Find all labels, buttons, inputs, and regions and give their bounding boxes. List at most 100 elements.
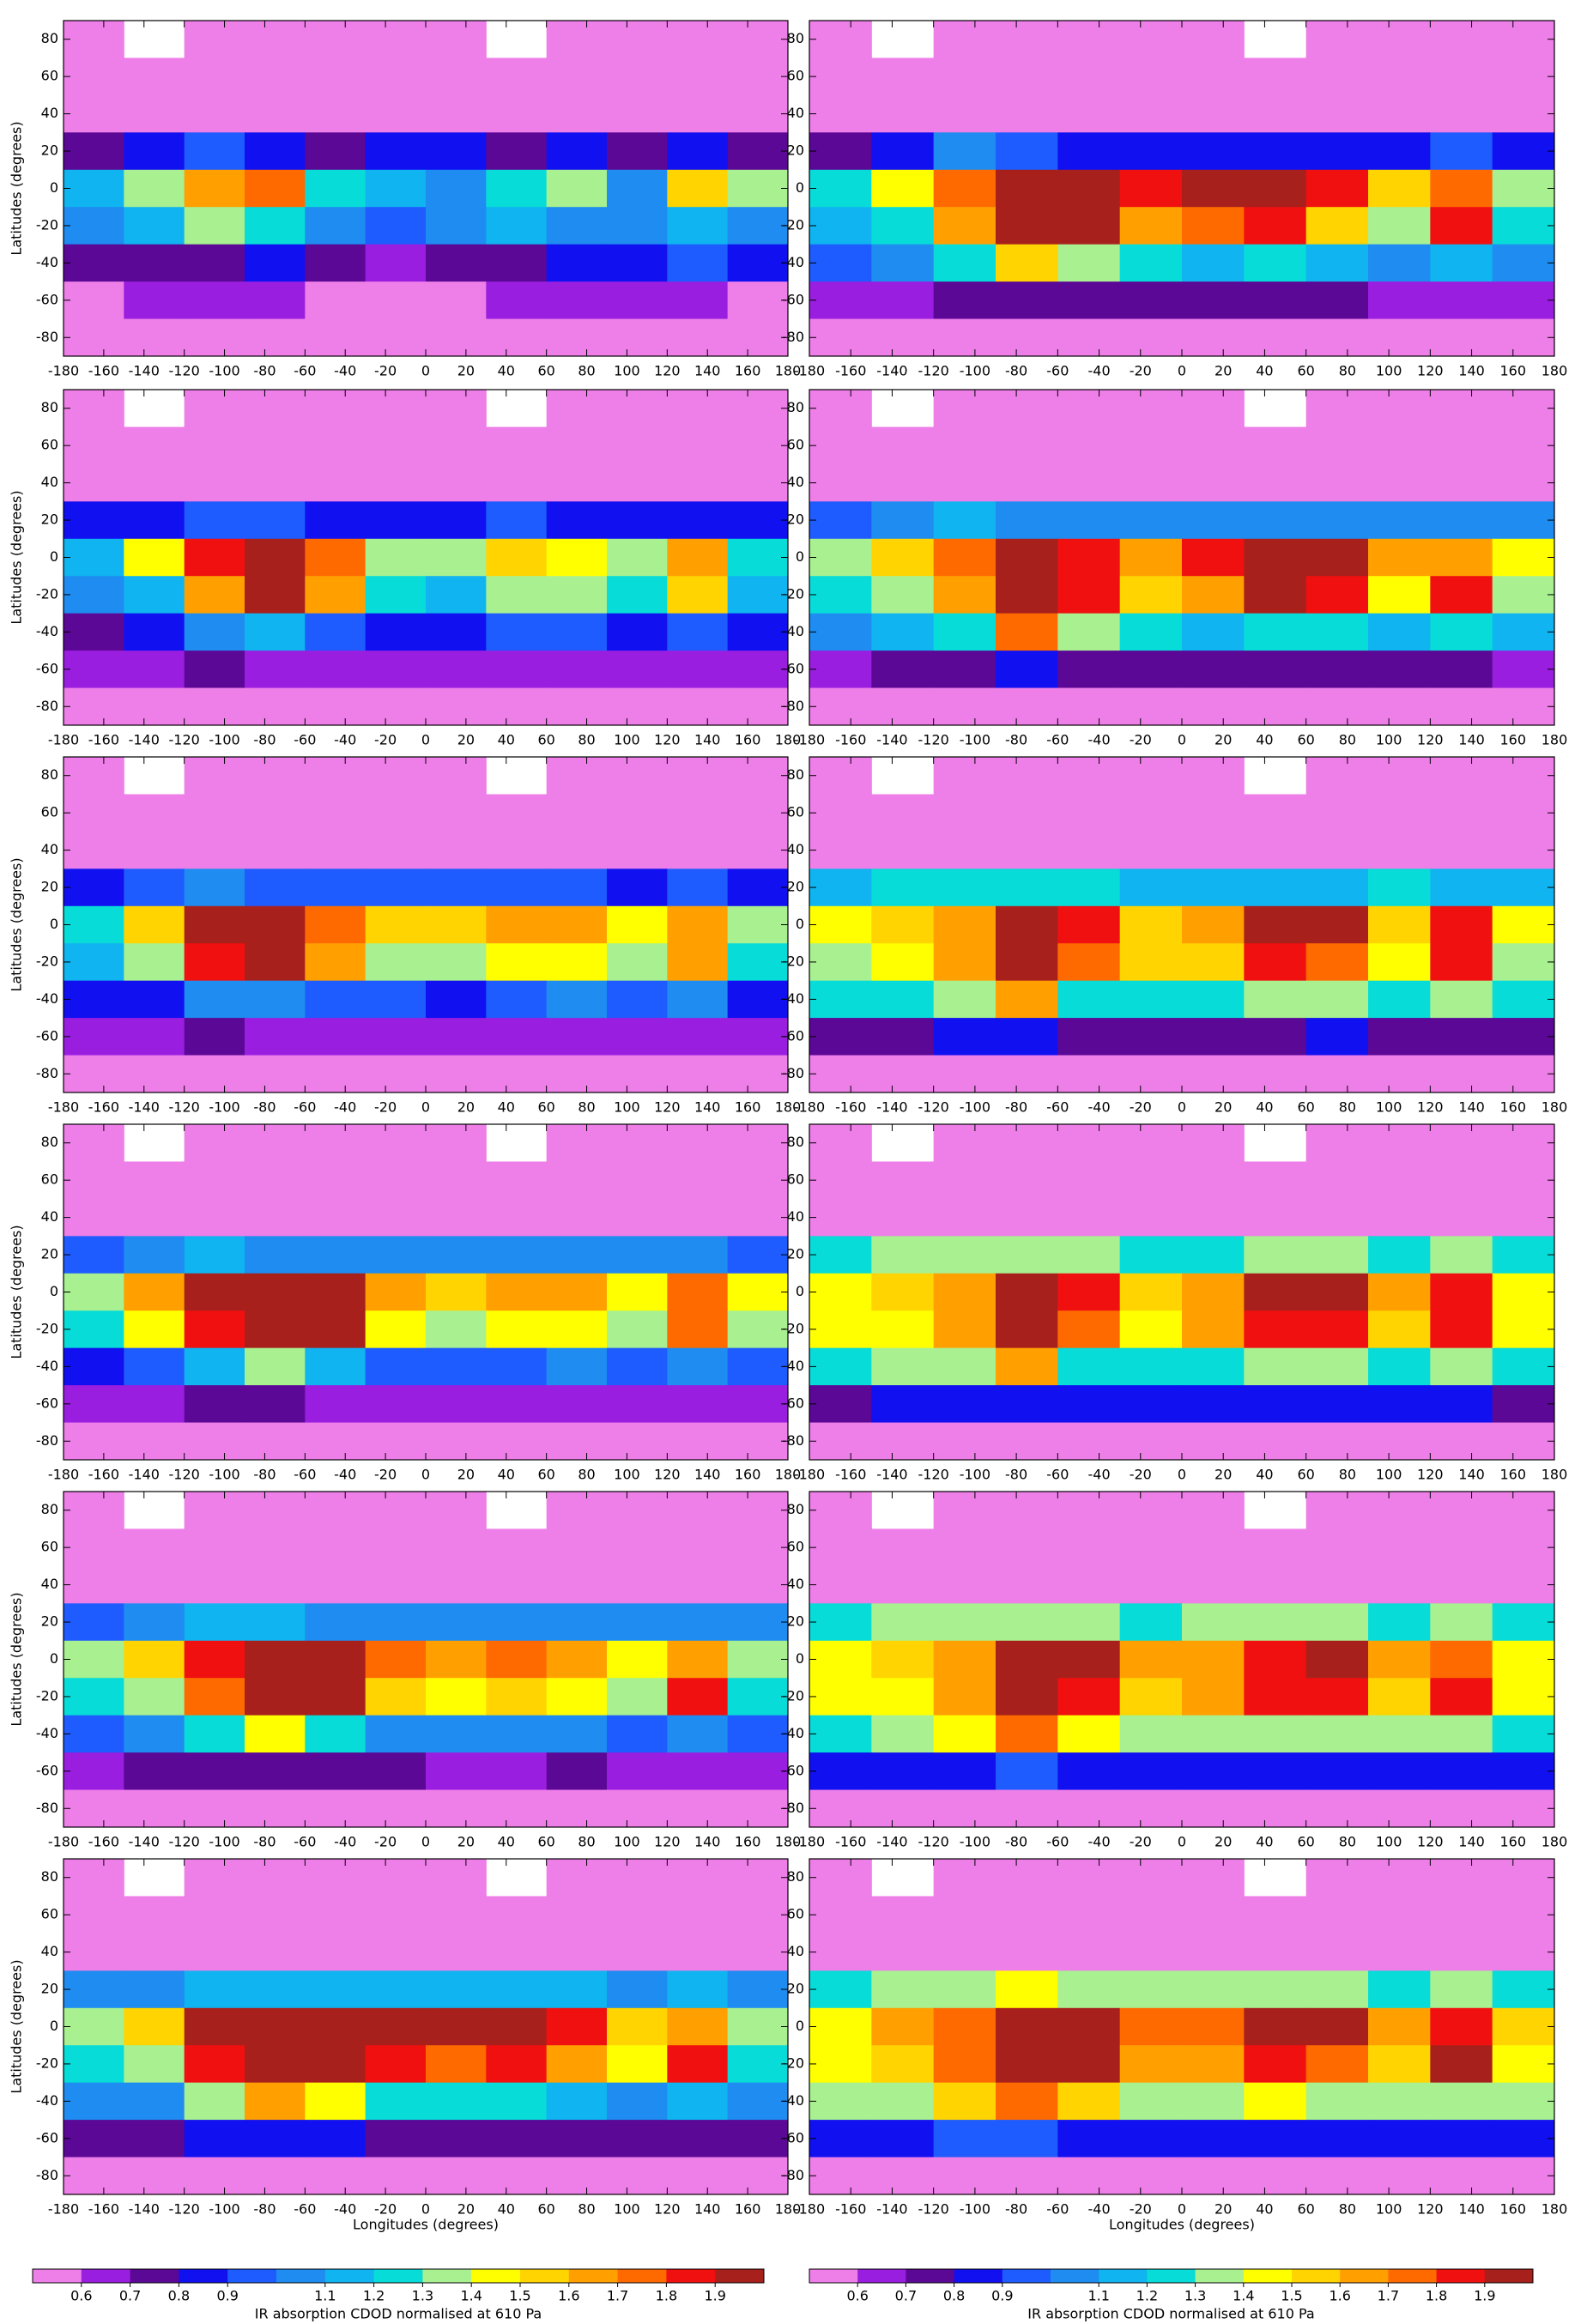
x-tick-label: 100: [1376, 1834, 1402, 1850]
heat-cell: [727, 757, 789, 795]
heat-cell: [486, 1970, 548, 2009]
heat-cell: [305, 1789, 366, 1828]
heat-cell: [124, 1970, 185, 2009]
heat-cell: [1182, 1124, 1245, 1162]
heat-cell: [1182, 2082, 1245, 2121]
y-tick-label: 20: [41, 1246, 58, 1262]
heat-cell: [426, 390, 487, 427]
heat-cell: [305, 1970, 366, 2009]
x-tick-label: 40: [1256, 2201, 1273, 2218]
colorbar-swatch: [809, 2269, 858, 2283]
heat-cell: [426, 132, 487, 171]
heat-cell: [607, 1715, 668, 1753]
heat-cell: [64, 1124, 124, 1162]
heat-cell: [486, 1161, 548, 1200]
heat-cell: [1305, 463, 1369, 502]
x-tick-label: 20: [1214, 1834, 1232, 1850]
heat-cell: [667, 1236, 729, 1274]
heat-cell: [1057, 2120, 1121, 2158]
heat-cell: [365, 21, 427, 58]
heat-cell: [809, 57, 872, 96]
heat-cell: [124, 1273, 185, 1311]
heat-cell: [996, 1640, 1058, 1679]
heat-cell: [996, 1789, 1058, 1828]
heat-cell: [305, 943, 366, 982]
heat-cell: [245, 1752, 306, 1791]
y-tick-label: -40: [36, 1358, 58, 1374]
heat-cell: [124, 1752, 185, 1791]
heat-cell: [1492, 1970, 1555, 2009]
x-tick-label: -120: [169, 1099, 200, 1116]
heat-cell: [667, 576, 729, 614]
heat-cell: [933, 21, 996, 58]
x-tick-label: -120: [918, 1099, 949, 1116]
heat-cell: [546, 538, 608, 577]
heat-cell: [1368, 905, 1431, 944]
heat-cell: [365, 1678, 427, 1716]
heat-cell: [1492, 613, 1555, 651]
heat-cell: [426, 1970, 487, 2009]
y-tick-label: -40: [36, 990, 58, 1007]
heat-cell: [1368, 1970, 1431, 2009]
heat-cell: [1182, 651, 1245, 689]
colorbar-tick-label: 1.3: [412, 2288, 433, 2304]
heat-cell: [546, 868, 608, 907]
heat-cell: [124, 2120, 185, 2158]
x-tick-label: 40: [498, 1099, 515, 1116]
heat-cell: [546, 463, 608, 502]
heat-cell: [1430, 1124, 1493, 1162]
heat-cell: [1430, 1492, 1493, 1529]
heat-cell: [426, 794, 487, 832]
heat-cell: [1057, 501, 1121, 540]
heat-cell: [546, 1492, 608, 1529]
heat-cell: [64, 868, 124, 907]
heat-cell: [546, 94, 608, 133]
heat-cell: [1057, 2007, 1121, 2046]
heat-cell: [607, 1678, 668, 1716]
heat-cell: [727, 1422, 789, 1461]
heat-cell: [64, 831, 124, 869]
heat-cell: [64, 1933, 124, 1971]
x-tick-label: -100: [209, 1467, 239, 1483]
y-tick-label: 20: [41, 879, 58, 895]
heat-cell: [1368, 1347, 1431, 1386]
colorbar-swatch: [324, 2269, 375, 2283]
heat-cell: [1119, 576, 1183, 614]
heat-cell: [486, 1678, 548, 1716]
heat-cell: [667, 794, 729, 832]
heat-cell: [1057, 943, 1121, 982]
heat-cell: [667, 613, 729, 651]
heat-cell: [1305, 244, 1369, 282]
heat-cell: [486, 2157, 548, 2195]
heat-cell: [1368, 1933, 1431, 1971]
heat-cell: [426, 1715, 487, 1753]
heat-cell: [1368, 1789, 1431, 1828]
x-tick-label: 40: [498, 363, 515, 379]
heat-cell: [1492, 1018, 1555, 1056]
heat-cell: [1430, 1236, 1493, 1274]
x-tick-label: 140: [1458, 1834, 1485, 1850]
heat-cell: [1119, 868, 1183, 907]
heat-cell: [305, 1933, 366, 1971]
heat-cell: [1182, 1385, 1245, 1424]
heat-cell: [245, 2045, 306, 2084]
heat-cell: [245, 794, 306, 832]
heat-cell: [245, 318, 306, 357]
x-tick-label: 60: [537, 1834, 554, 1850]
heat-cell: [1244, 318, 1307, 357]
y-tick-label: -20: [782, 1320, 804, 1336]
heat-cell: [1244, 980, 1307, 1019]
heat-cell: [1305, 94, 1369, 133]
heat-cell: [245, 2082, 306, 2121]
x-tick-label: 180: [1542, 732, 1568, 748]
heat-cell: [727, 868, 789, 907]
heat-cell: [1492, 1385, 1555, 1424]
heat-cell: [1119, 1124, 1183, 1162]
heat-cell: [1057, 538, 1121, 577]
heat-cell: [1182, 427, 1245, 465]
heat-cell: [1430, 1018, 1493, 1056]
heat-cell: [727, 1273, 789, 1311]
x-tick-label: -160: [88, 1834, 119, 1850]
heat-cell: [933, 1055, 996, 1093]
